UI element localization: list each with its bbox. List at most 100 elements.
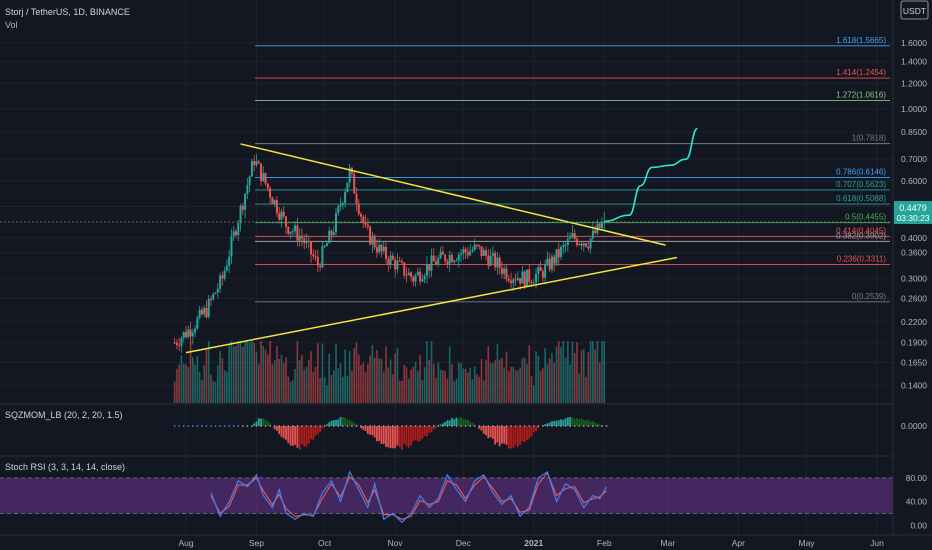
trendlines[interactable] <box>185 143 678 354</box>
time-axis-panel[interactable] <box>0 535 932 550</box>
candle <box>310 240 313 263</box>
price-tag: 0.4479 03:30:23 <box>894 201 932 224</box>
volume-bar <box>203 365 205 403</box>
candle <box>464 247 467 259</box>
volume-bar <box>573 353 576 403</box>
volume-bar <box>353 348 356 403</box>
volume-bar <box>257 363 260 403</box>
candle <box>560 245 563 261</box>
candle <box>291 228 294 237</box>
momentum-bar <box>371 426 374 436</box>
volume-bar <box>485 359 487 403</box>
volume-bar <box>589 341 592 403</box>
momentum-bar <box>491 426 494 439</box>
volume-bar <box>219 350 221 403</box>
squeeze-dot <box>351 425 353 427</box>
volume-bar <box>462 368 465 403</box>
candle <box>337 204 340 216</box>
candle <box>278 207 281 224</box>
squeeze-dot <box>546 425 549 427</box>
momentum-bar <box>594 422 597 426</box>
candle <box>382 241 385 255</box>
momentum-bar <box>498 426 501 447</box>
price-tick-label: 0.2600 <box>901 293 927 303</box>
candle <box>196 315 199 330</box>
volume-bar <box>282 363 285 403</box>
squeeze-dot <box>214 425 217 427</box>
volume-bar <box>246 341 249 403</box>
candle <box>269 185 272 205</box>
momentum-bar <box>262 418 265 426</box>
candle <box>507 274 510 283</box>
squeeze-dot <box>469 425 472 427</box>
trendline-lower[interactable] <box>185 256 678 354</box>
candle <box>178 337 181 351</box>
stoch-rsi-legend[interactable]: Stoch RSI (3, 3, 14, 14, close) <box>5 462 125 472</box>
squeeze-dot <box>182 425 185 427</box>
volume-bar <box>567 341 569 403</box>
candle <box>410 271 413 282</box>
candle <box>207 295 210 320</box>
momentum-bar <box>360 426 362 429</box>
momentum-bar <box>396 426 399 446</box>
momentum-bar <box>305 426 308 447</box>
momentum-bar <box>282 426 285 439</box>
momentum-bar <box>432 426 435 430</box>
momentum-bar <box>401 426 403 450</box>
volume-bar <box>448 346 451 403</box>
candle <box>537 264 540 282</box>
momentum-bar <box>346 419 349 426</box>
volume-bar <box>453 381 456 403</box>
volume-bar <box>592 341 594 403</box>
squeeze-dot <box>291 425 294 427</box>
volume-bar <box>414 361 417 403</box>
candle <box>494 250 497 271</box>
candle <box>462 246 465 260</box>
projection-curve[interactable] <box>604 127 698 223</box>
momentum-bar <box>273 426 276 430</box>
momentum-bar <box>412 426 415 442</box>
fib-retracement[interactable]: 1.618(1.5665) 1.414(1.2454) 1.272(1.0616) 1… <box>255 36 890 303</box>
trendline-upper[interactable] <box>240 143 666 246</box>
volume-legend[interactable]: Vol <box>5 20 18 30</box>
candle <box>296 218 299 247</box>
momentum-bar <box>453 419 456 426</box>
volume-bar <box>267 354 269 403</box>
momentum-bar <box>341 417 344 426</box>
fib-level-label: 0.707(0.5623) <box>836 180 886 189</box>
squeeze-dot <box>191 425 194 427</box>
symbol-title[interactable]: Storj / TetherUS, 1D, BINANCE <box>5 7 130 17</box>
candle <box>200 307 203 316</box>
time-tick-label: Aug <box>178 538 193 548</box>
squeeze-dot <box>455 425 458 427</box>
volume-bar <box>526 363 528 403</box>
momentum-bar <box>580 418 583 426</box>
squeeze-dot <box>387 425 390 427</box>
volume-bar <box>435 378 437 403</box>
squeeze-dot <box>187 425 190 427</box>
momentum-bar <box>469 421 472 426</box>
candle <box>257 159 260 164</box>
momentum-bar <box>448 420 451 426</box>
price-tick-label: 0.4000 <box>901 233 927 243</box>
candle <box>557 242 560 266</box>
fib-level-label: 1.414(1.2454) <box>836 68 886 77</box>
candle <box>489 249 492 267</box>
momentum-bar <box>591 421 594 426</box>
price-axis-panel[interactable] <box>893 0 932 535</box>
price-tick-label: 1.0000 <box>901 104 927 114</box>
momentum-bar <box>566 417 569 426</box>
volume-bar <box>344 349 346 403</box>
candle <box>366 218 369 231</box>
sqzmom-legend[interactable]: SQZMOM_LB (20, 2, 20, 1.5) <box>5 410 123 420</box>
candle <box>521 266 524 284</box>
volume-bar <box>332 370 335 403</box>
volume-bar <box>355 342 358 403</box>
momentum-bar <box>330 420 333 426</box>
squeeze-dot <box>528 425 531 427</box>
squeeze-dot <box>519 425 522 427</box>
squeeze-dot <box>591 425 594 427</box>
candle <box>360 211 363 224</box>
